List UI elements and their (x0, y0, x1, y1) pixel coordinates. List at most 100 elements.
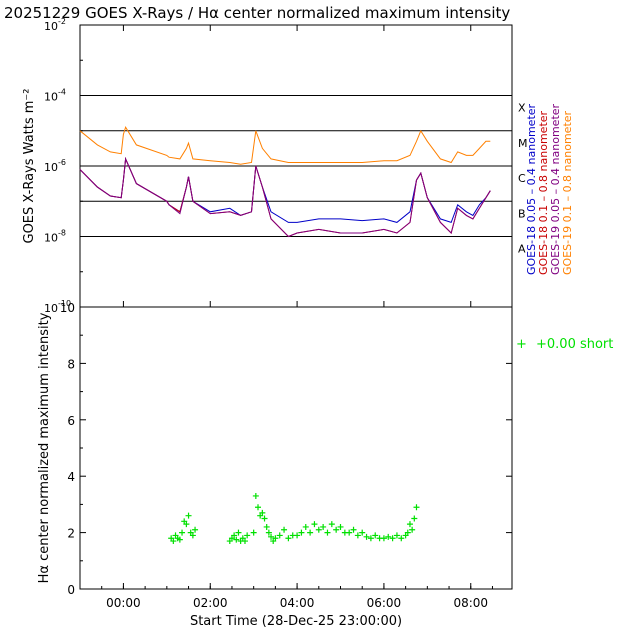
y-tick-label: 10 (44, 20, 58, 33)
series-line (79, 156, 491, 224)
halpha-y-axis-label: Hα center normalized maximum intensity (37, 312, 52, 583)
data-point (406, 521, 413, 528)
legend-symbol: + (516, 337, 527, 352)
y-tick-label: 4 (67, 470, 75, 484)
data-point (265, 529, 272, 536)
data-point (380, 535, 387, 542)
data-point (389, 535, 396, 542)
data-point (192, 526, 199, 533)
data-point (324, 529, 331, 536)
data-point (411, 515, 418, 522)
data-point (307, 529, 314, 536)
data-point (359, 529, 366, 536)
data-point (285, 535, 292, 542)
data-point (189, 532, 196, 539)
y-tick-label: 10 (60, 301, 75, 315)
data-point (185, 512, 192, 519)
y-tick-exponent: -2 (58, 17, 66, 26)
data-point (261, 515, 268, 522)
data-point (244, 532, 251, 539)
y-tick-label: 10 (44, 302, 58, 315)
data-point (250, 529, 257, 536)
data-point (367, 535, 374, 542)
data-point (320, 523, 327, 530)
data-point (272, 535, 279, 542)
data-point (385, 533, 392, 540)
data-point (268, 533, 275, 540)
legend-entry: GOES-18 0.05 – 0.4 nanometer (525, 103, 538, 275)
flare-class-labels: X M C B A (518, 102, 528, 256)
data-point (241, 538, 248, 545)
x-tick-label: 06:00 (367, 596, 402, 610)
y-tick-exponent: -4 (58, 88, 66, 97)
flare-class-label: X (518, 102, 526, 115)
data-point (393, 532, 400, 539)
x-tick-label: 00:00 (106, 596, 141, 610)
legend-entry: GOES-18 0.1 – 0.8 nanometer (537, 110, 550, 275)
y-tick-label: 8 (67, 357, 75, 371)
data-point (315, 526, 322, 533)
flare-class-label: M (518, 137, 528, 150)
halpha-legend: + +0.00 short (516, 337, 613, 352)
y-tick-label: 6 (67, 414, 75, 428)
xray-legend: GOES-18 0.05 – 0.4 nanometer GOES-18 0.1 … (525, 103, 574, 275)
y-tick-label: 10 (44, 232, 58, 245)
xray-threshold-lines (80, 95, 512, 237)
data-point (354, 532, 361, 539)
data-point (183, 521, 190, 528)
data-point (298, 529, 305, 536)
halpha-points (168, 492, 420, 545)
series-line (79, 125, 491, 165)
y-tick-label: 0 (67, 583, 75, 597)
data-point (333, 526, 340, 533)
x-tick-label: 04:00 (280, 596, 315, 610)
legend-text: +0.00 short (536, 337, 613, 352)
y-tick-label: 2 (67, 527, 75, 541)
data-point (255, 504, 262, 511)
y-tick-label: 10 (44, 161, 58, 174)
data-point (372, 532, 379, 539)
data-point (233, 536, 240, 543)
data-point (259, 509, 266, 516)
data-point (276, 532, 283, 539)
flare-class-label: B (518, 207, 526, 220)
data-point (363, 533, 370, 540)
data-point (231, 532, 238, 539)
legend-entry: GOES-19 0.05 – 0.4 nanometer (549, 103, 562, 275)
data-point (176, 536, 183, 543)
flare-class-label: A (518, 243, 526, 256)
xray-y-axis-label: GOES X-Rays Watts m⁻² (22, 89, 37, 244)
data-point (294, 532, 301, 539)
data-point (350, 526, 357, 533)
data-point (170, 538, 177, 545)
series-line (79, 156, 491, 238)
halpha-x-ticks: 00:00 02:00 04:00 06:00 08:00 (79, 25, 493, 610)
halpha-y-ticks: 0 2 4 6 8 10 (60, 301, 512, 597)
y-tick-exponent: -6 (58, 158, 66, 167)
data-point (404, 529, 411, 536)
halpha-panel: 0 2 4 6 8 10 00:00 02:00 04:00 06:00 08:00 Hα cen… (37, 25, 613, 629)
halpha-plot-frame (79, 306, 513, 590)
xray-series (79, 125, 491, 238)
legend-entry: GOES-19 0.1 – 0.8 nanometer (561, 110, 574, 275)
data-point (413, 504, 420, 511)
data-point (263, 523, 270, 530)
x-tick-label: 08:00 (453, 596, 488, 610)
series-line (79, 156, 491, 238)
data-point (252, 492, 259, 499)
flare-class-label: C (518, 172, 526, 185)
data-point (302, 523, 309, 530)
y-tick-exponent: -10 (58, 299, 71, 308)
halpha-x-axis-label: Start Time (28-Dec-25 23:00:00) (190, 614, 402, 629)
data-point (328, 521, 335, 528)
data-point (409, 526, 416, 533)
data-point (311, 521, 318, 528)
y-tick-exponent: -8 (58, 229, 66, 238)
chart-title: 20251229 GOES X-Rays / Hα center normali… (4, 4, 510, 22)
data-point (281, 526, 288, 533)
data-point (179, 529, 186, 536)
x-tick-label: 02:00 (193, 596, 228, 610)
